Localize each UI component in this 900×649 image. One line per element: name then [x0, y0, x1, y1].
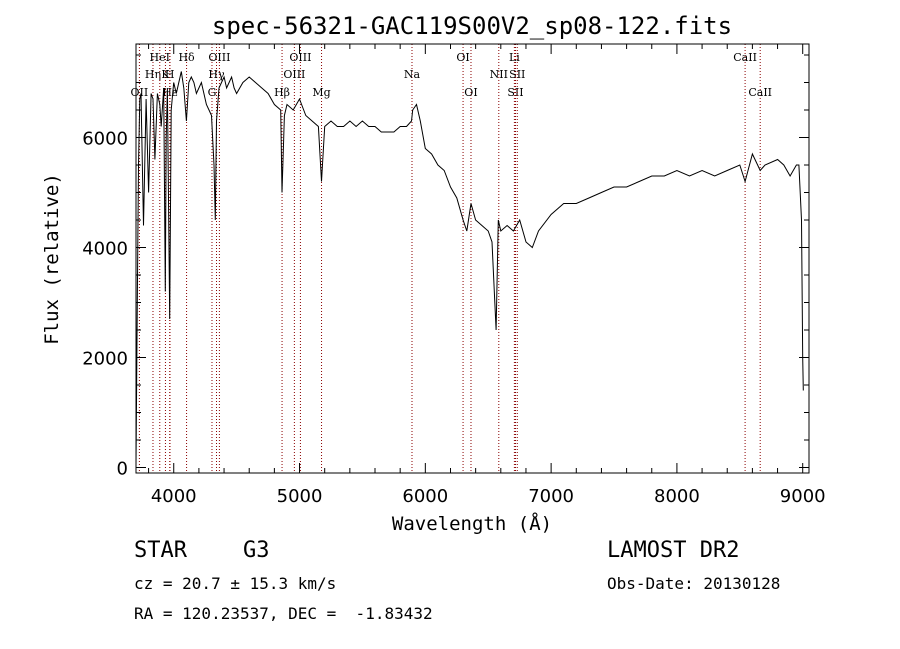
line-marker-label: Hη	[145, 68, 161, 81]
line-marker-label: OIII	[289, 51, 311, 64]
line-marker-label: HeI	[150, 51, 170, 64]
x-tick-label: 5000	[277, 486, 323, 507]
line-marker-label: Hβ	[274, 86, 290, 99]
x-tick-label: 7000	[528, 486, 574, 507]
obs-date-text: Obs-Date: 20130128	[607, 574, 781, 593]
line-marker-label: Hγ	[208, 68, 225, 81]
line-marker-label: H	[165, 68, 175, 81]
redshift-text: cz = 20.7 ± 15.3 km/s	[134, 574, 337, 593]
spectrum-line	[135, 71, 804, 465]
plot-frame	[135, 43, 810, 474]
y-tick-label: 2000	[82, 349, 128, 370]
line-marker-label: K	[161, 68, 170, 81]
line-marker-label: Na	[404, 68, 421, 81]
subclass-label: G3	[243, 538, 270, 563]
line-marker-label: OIII	[283, 68, 305, 81]
y-tick-label: 6000	[82, 129, 128, 150]
y-tick-label: 0	[117, 459, 128, 480]
survey-label: LAMOST DR2	[607, 538, 740, 563]
line-marker-label: SII	[507, 86, 523, 99]
axis-ticks: 4000 5000 6000 7000 8000 9000 0 2000 4000 6000	[82, 44, 826, 507]
line-marker-label: Li	[509, 51, 520, 64]
x-tick-label: 6000	[402, 486, 448, 507]
line-marker-label: CaII	[733, 51, 757, 64]
line-marker-label: NII	[490, 68, 508, 81]
x-tick-label: 8000	[654, 486, 700, 507]
line-marker-label: CaII	[748, 86, 772, 99]
coordinates-text: RA = 120.23537, DEC = -1.83432	[134, 604, 433, 623]
line-marker-label: G	[208, 86, 217, 99]
class-label: STAR	[134, 538, 187, 563]
line-marker-label: OI	[456, 51, 469, 64]
y-axis-label: Flux (relative)	[41, 173, 63, 345]
x-axis-label: Wavelength (Å)	[392, 512, 552, 535]
y-tick-label: 4000	[82, 239, 128, 260]
chart-title: spec-56321-GAC119S00V2_sp08-122.fits	[212, 12, 732, 40]
line-marker-label: OI	[464, 86, 477, 99]
x-tick-label: 9000	[780, 486, 826, 507]
line-marker-label: SII	[509, 68, 525, 81]
line-marker-label: OIII	[208, 51, 230, 64]
line-markers: OIIHηHeIHεKHHδGHγOIIIHβOIIIOIIIMgNaOIOIN…	[131, 44, 772, 473]
line-marker-label: Mg	[312, 86, 330, 99]
x-tick-label: 4000	[151, 486, 197, 507]
line-marker-label: OII	[131, 86, 149, 99]
line-marker-label: Hδ	[178, 51, 195, 64]
